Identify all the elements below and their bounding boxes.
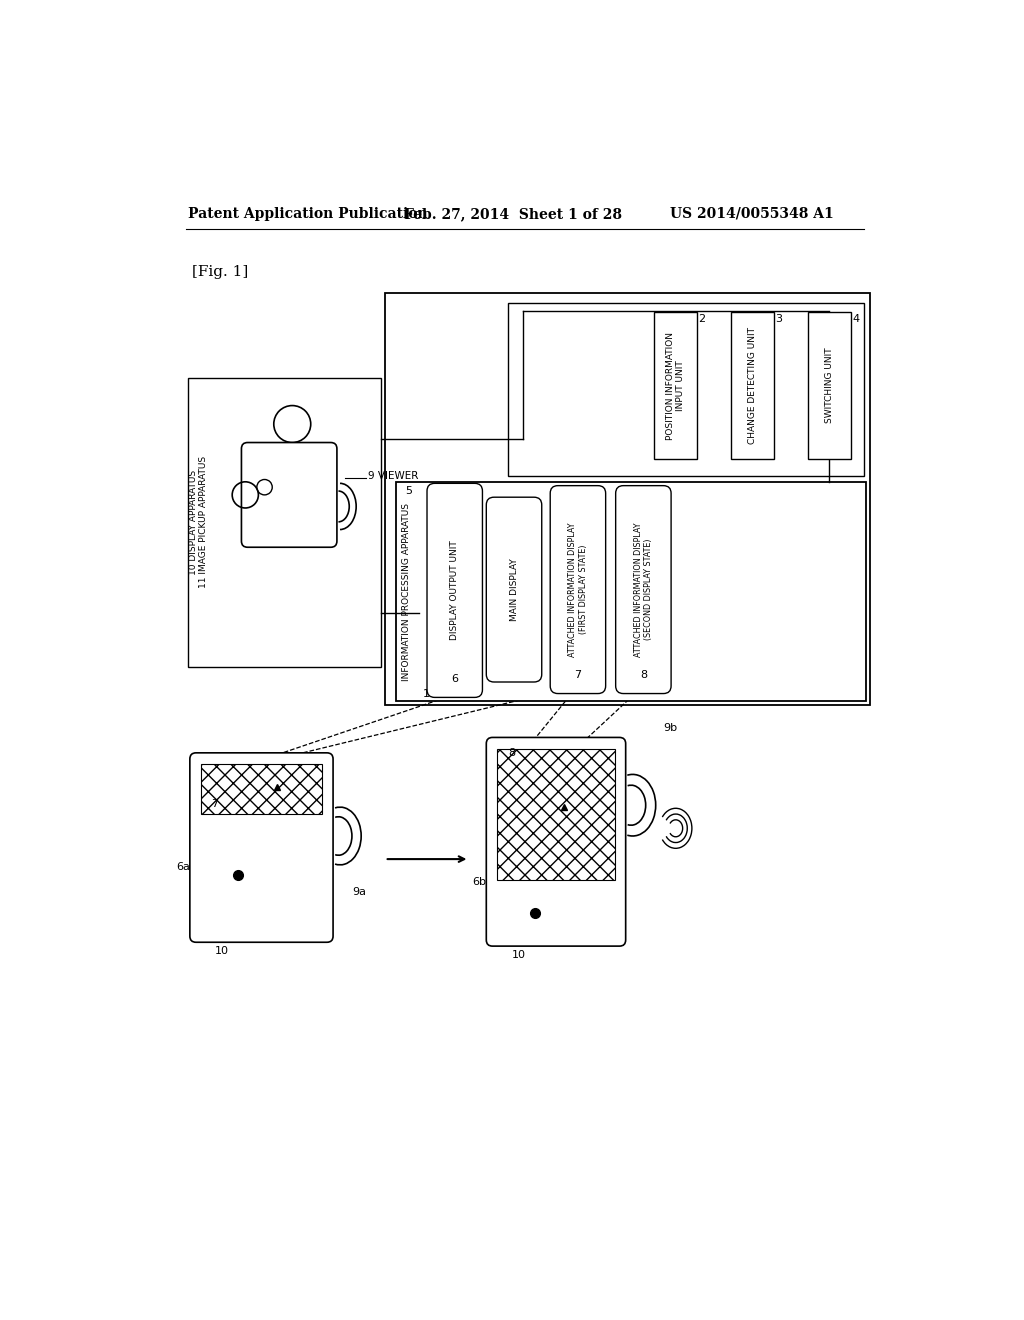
FancyBboxPatch shape [486,498,542,682]
Text: 5: 5 [406,486,413,496]
Text: ATTACHED INFORMATION DISPLAY
(SECOND DISPLAY STATE): ATTACHED INFORMATION DISPLAY (SECOND DIS… [634,523,653,657]
Text: 9 VIEWER: 9 VIEWER [368,471,418,480]
Text: US 2014/0055348 A1: US 2014/0055348 A1 [670,207,834,220]
Text: 8: 8 [640,671,647,680]
FancyBboxPatch shape [615,486,671,693]
Bar [808,313,851,459]
Bar [385,293,869,705]
FancyBboxPatch shape [550,486,605,693]
Text: Feb. 27, 2014  Sheet 1 of 28: Feb. 27, 2014 Sheet 1 of 28 [403,207,622,220]
Text: MAIN DISPLAY: MAIN DISPLAY [510,558,518,620]
Text: 2: 2 [698,314,706,323]
Text: 10: 10 [512,950,525,961]
Text: DISPLAY OUTPUT UNIT: DISPLAY OUTPUT UNIT [451,540,459,640]
Text: 1: 1 [423,689,430,698]
Bar [497,748,614,880]
Bar [188,378,381,667]
Text: 6b: 6b [472,878,486,887]
Text: 10 DISPLAY APPARATUS
11 IMAGE PICKUP APPARATUS: 10 DISPLAY APPARATUS 11 IMAGE PICKUP APP… [188,457,208,589]
Text: 10: 10 [215,946,229,957]
Text: SWITCHING UNIT: SWITCHING UNIT [825,347,834,424]
Text: 9b: 9b [664,723,678,733]
Text: 6a: 6a [176,862,189,871]
Text: Patent Application Publication: Patent Application Publication [188,207,428,220]
Text: 3: 3 [775,314,782,323]
Text: ATTACHED INFORMATION DISPLAY
(FIRST DISPLAY STATE): ATTACHED INFORMATION DISPLAY (FIRST DISP… [568,523,588,657]
Bar [654,313,696,459]
Text: 9a: 9a [352,887,367,898]
Text: 7: 7 [574,671,582,680]
FancyBboxPatch shape [189,752,333,942]
Text: CHANGE DETECTING UNIT: CHANGE DETECTING UNIT [748,327,757,444]
Text: 7: 7 [211,800,218,809]
Text: POSITION INFORMATION
INPUT UNIT: POSITION INFORMATION INPUT UNIT [666,331,685,440]
Bar [201,764,323,814]
Text: 4: 4 [852,314,859,323]
FancyBboxPatch shape [427,483,482,697]
Text: [Fig. 1]: [Fig. 1] [193,265,249,280]
Bar [508,304,864,477]
Bar [396,482,866,701]
Text: INFORMATION PROCESSING APPARATUS: INFORMATION PROCESSING APPARATUS [402,503,412,681]
Text: 6: 6 [452,675,458,684]
FancyBboxPatch shape [242,442,337,548]
Bar [731,313,773,459]
FancyBboxPatch shape [486,738,626,946]
Text: 8: 8 [509,748,516,758]
